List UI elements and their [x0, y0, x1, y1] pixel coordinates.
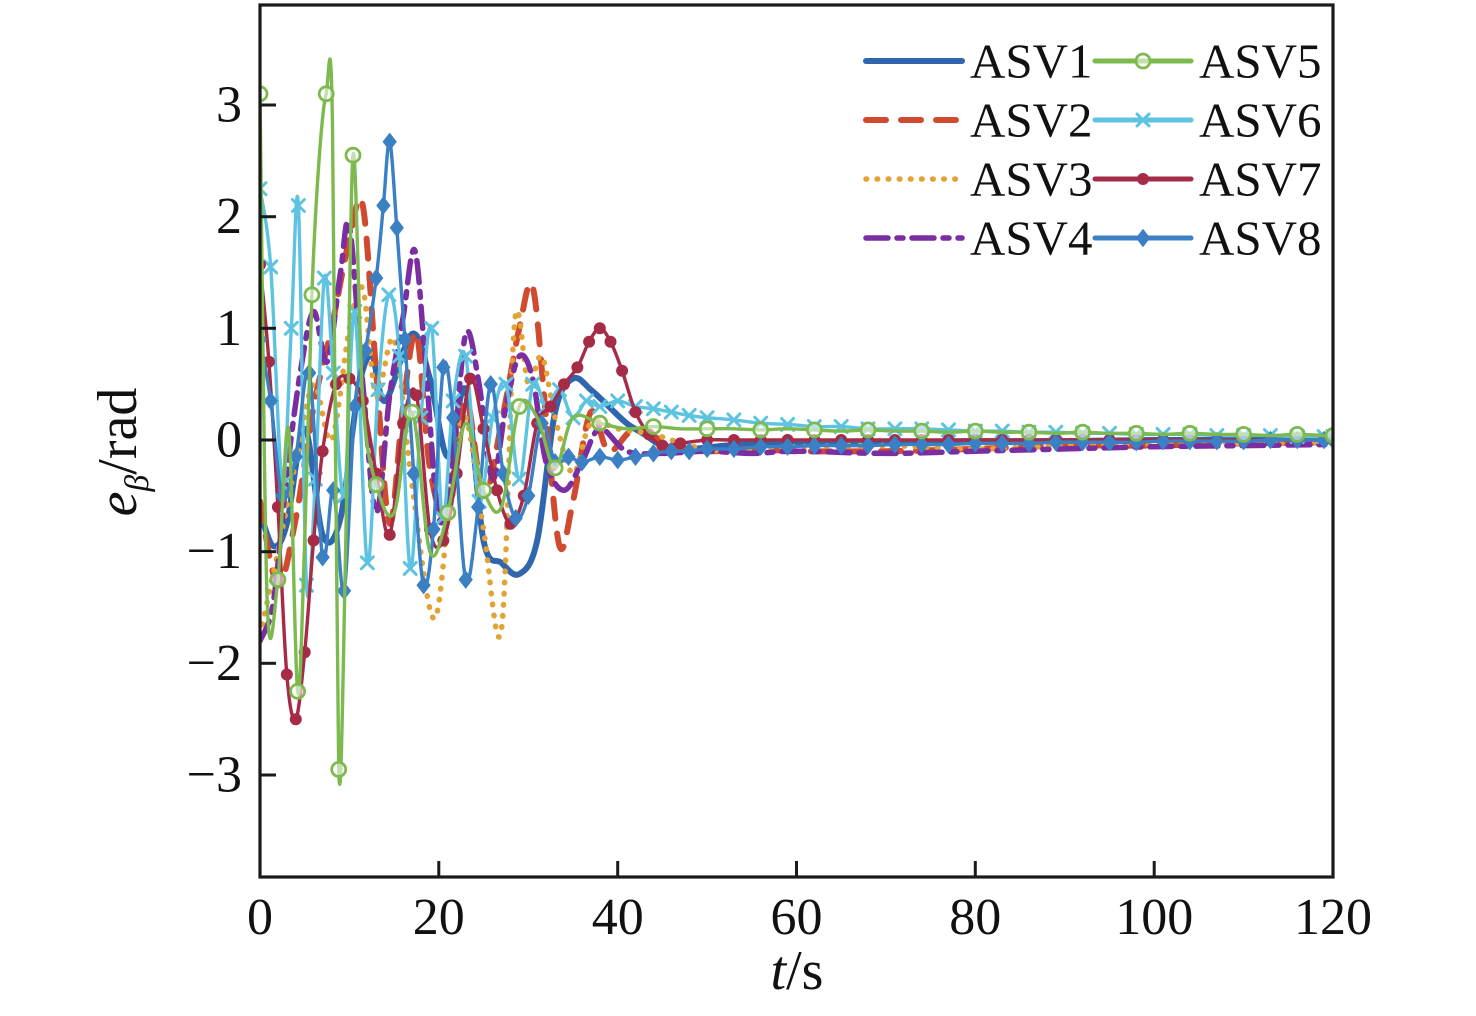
x-tick-label: 100 [1115, 889, 1193, 946]
y-tick-label: −2 [187, 635, 242, 692]
legend-item-asv8: ASV8 [1092, 211, 1322, 266]
legend-label-asv4: ASV4 [970, 211, 1093, 266]
y-axis-variable: e [87, 491, 149, 517]
y-tick-label: −1 [187, 523, 242, 580]
y-axis-label: eβ/rad [86, 387, 156, 517]
x-tick-label: 40 [592, 889, 644, 946]
legend-label-asv8: ASV8 [1199, 211, 1322, 266]
tick-labels: 0 20 40 60 80 100 120 3 2 1 0 −1 −2 −3 [187, 77, 1372, 947]
x-tick-label: 20 [413, 889, 465, 946]
y-tick-label: 2 [216, 188, 242, 245]
x-tick-label: 120 [1294, 889, 1372, 946]
legend-item-asv2: ASV2 [863, 93, 1093, 148]
x-axis-unit: /s [786, 940, 824, 1002]
x-tick-label: 0 [247, 889, 273, 946]
x-axis-label: t/s [771, 939, 824, 1003]
axis-ticks [258, 103, 1335, 877]
y-axis-unit: /rad [87, 387, 149, 475]
plot-area [261, 57, 1332, 786]
legend-label-asv6: ASV6 [1199, 93, 1322, 148]
legend-item-asv7: ASV7 [1092, 152, 1322, 207]
series-asv8-line [261, 140, 1332, 594]
legend-item-asv1: ASV1 [863, 34, 1093, 89]
y-axis-subscript: β [119, 474, 157, 492]
legend-item-asv5: ASV5 [1092, 34, 1322, 89]
y-tick-label: −3 [187, 747, 242, 804]
y-tick-label: 1 [216, 300, 242, 357]
series-asv5-markers [261, 85, 1332, 778]
x-tick-label: 80 [949, 889, 1001, 946]
legend-item-asv6: ASV6 [1092, 93, 1322, 148]
y-tick-label: 0 [216, 412, 242, 469]
legend-label-asv7: ASV7 [1199, 152, 1322, 207]
x-axis-variable: t [770, 940, 787, 1002]
legend-item-asv4: ASV4 [863, 211, 1093, 266]
legend-item-asv3: ASV3 [863, 152, 1093, 207]
series-asv4-line [261, 218, 1332, 644]
y-tick-label: 3 [216, 77, 242, 134]
legend-label-asv3: ASV3 [970, 152, 1093, 207]
series-asv1-line [261, 330, 1332, 578]
x-tick-label: 60 [771, 889, 823, 946]
legend-label-asv2: ASV2 [970, 93, 1093, 148]
legend-label-asv5: ASV5 [1199, 34, 1322, 89]
legend-label-asv1: ASV1 [970, 34, 1093, 89]
series-asv5-line [261, 57, 1332, 786]
